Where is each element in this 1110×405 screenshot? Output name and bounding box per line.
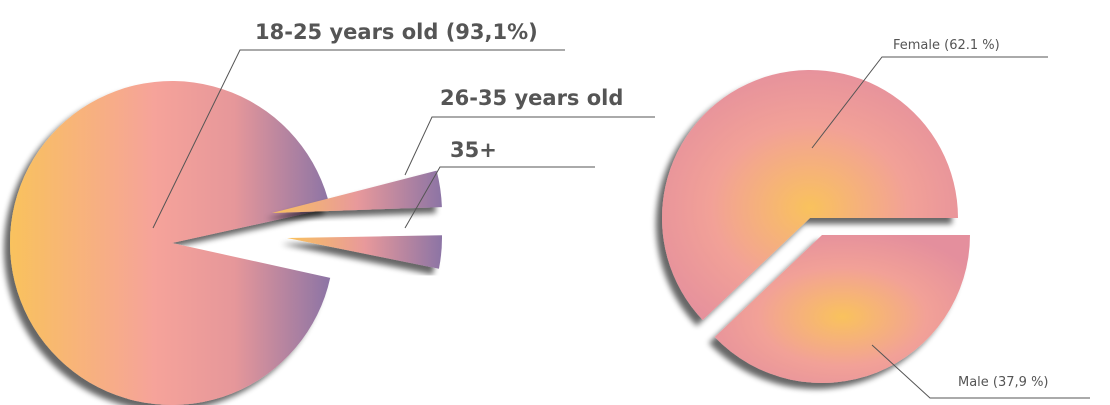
leader-line-35: [404, 166, 595, 229]
leader-line-26-35-years-old: [404, 116, 655, 176]
pie-slice-35: [287, 235, 443, 269]
slice-label-female-62-1: Female (62.1 %): [893, 38, 1000, 53]
pie-slice-female-62-1: [662, 70, 958, 320]
slice-label-18-25-years-old-93-1: 18-25 years old (93,1%): [255, 20, 538, 44]
slice-label-male-37-9: Male (37,9 %): [958, 375, 1049, 390]
leader-line-male-37-9: [871, 344, 1090, 399]
slice-label-26-35-years-old: 26-35 years old: [440, 86, 623, 110]
leader-line-female-62-1: [811, 56, 1048, 149]
pie-slice-26-35-years-old: [272, 170, 442, 213]
pie-slice-18-25-years-old-93-1: [10, 81, 331, 405]
gender-pie-chart: Female (62.1 %) Male (37,9 %): [662, 38, 1090, 399]
slice-label-35: 35+: [450, 138, 497, 162]
pie-slice-male-37-9: [714, 235, 970, 384]
leader-line-18-25-years-old-93-1: [152, 49, 565, 229]
age-pie-chart: 18-25 years old (93,1%) 26-35 years old 35…: [10, 20, 655, 405]
